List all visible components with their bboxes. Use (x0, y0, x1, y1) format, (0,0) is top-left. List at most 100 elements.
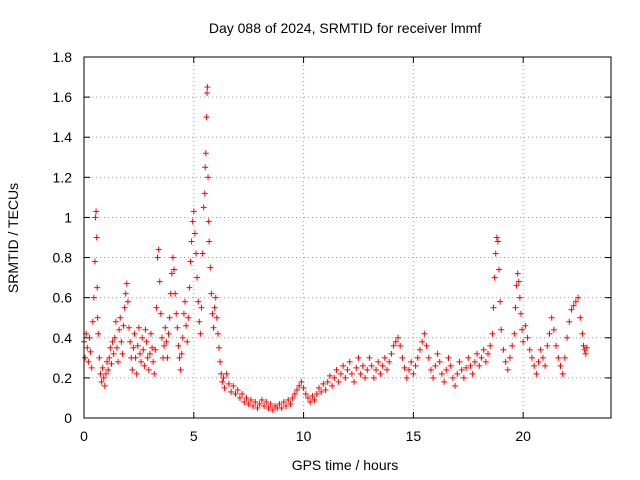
data-point (89, 318, 96, 325)
data-point (480, 346, 487, 353)
data-point (280, 398, 287, 405)
data-point (322, 386, 329, 393)
data-point (298, 378, 305, 385)
data-point (236, 394, 243, 401)
data-point (456, 358, 463, 365)
data-point (537, 346, 544, 353)
data-point (478, 354, 485, 361)
data-point (141, 362, 148, 369)
data-point (344, 366, 351, 373)
data-point (329, 382, 336, 389)
data-point (182, 298, 189, 305)
data-point (258, 396, 265, 403)
data-point (362, 374, 369, 381)
data-point (145, 366, 152, 373)
data-point (112, 318, 119, 325)
data-point (105, 366, 112, 373)
data-point (157, 310, 164, 317)
data-point (232, 390, 239, 397)
data-point (471, 358, 478, 365)
data-point (210, 324, 217, 331)
y-tick-label: 0.4 (53, 330, 73, 346)
data-point (154, 254, 161, 261)
data-point (243, 394, 250, 401)
data-point (184, 338, 191, 345)
data-point (318, 388, 325, 395)
data-point (118, 338, 125, 345)
data-point (579, 330, 586, 337)
y-tick-label: 1.4 (53, 129, 73, 145)
data-point (293, 386, 300, 393)
data-point (101, 382, 108, 389)
data-point (115, 358, 122, 365)
y-tick-label: 1.8 (53, 49, 73, 65)
data-point (494, 238, 501, 245)
data-point (504, 366, 511, 373)
data-point (108, 360, 115, 367)
data-point (177, 366, 184, 373)
data-point (388, 350, 395, 357)
data-point (423, 342, 430, 349)
data-point (403, 374, 410, 381)
x-tick-label: 20 (515, 428, 531, 444)
data-point (129, 366, 136, 373)
data-point (489, 330, 496, 337)
data-point (113, 344, 120, 351)
data-point (309, 392, 316, 399)
data-point (291, 390, 298, 397)
data-point (506, 354, 513, 361)
data-point (225, 380, 232, 387)
gridlines (84, 57, 611, 418)
data-point (333, 366, 340, 373)
data-point (201, 190, 208, 197)
data-point (220, 374, 227, 381)
data-point (512, 304, 519, 311)
data-point (307, 398, 314, 405)
data-point (254, 404, 261, 411)
data-point (568, 306, 575, 313)
data-point (493, 234, 500, 241)
data-point (218, 370, 225, 377)
data-point (104, 358, 111, 365)
data-point (203, 114, 210, 121)
data-point (351, 378, 358, 385)
data-point (324, 378, 331, 385)
data-point (87, 348, 94, 355)
data-point (92, 214, 99, 221)
data-point (188, 238, 195, 245)
y-tick-label: 1.2 (53, 169, 73, 185)
data-point (163, 338, 170, 345)
data-point (427, 366, 434, 373)
data-point (84, 344, 91, 351)
data-point (390, 342, 397, 349)
data-point (384, 366, 391, 373)
data-point (239, 390, 246, 397)
data-point (211, 304, 218, 311)
data-point (401, 364, 408, 371)
data-point (178, 350, 185, 357)
data-point (326, 372, 333, 379)
data-point (548, 314, 555, 321)
data-point (200, 204, 207, 211)
data-point (186, 284, 193, 291)
data-point (583, 344, 590, 351)
data-point (408, 358, 415, 365)
data-point (269, 406, 276, 413)
data-point (166, 314, 173, 321)
data-point (474, 350, 481, 357)
data-point (111, 334, 118, 341)
data-point (216, 344, 223, 351)
data-point (490, 304, 497, 311)
data-point (93, 234, 100, 241)
x-tick-label: 5 (190, 428, 198, 444)
data-point (497, 298, 504, 305)
data-point (98, 378, 105, 385)
data-point (379, 362, 386, 369)
data-point (313, 390, 320, 397)
data-point (212, 294, 219, 301)
data-point (531, 362, 538, 369)
data-point (180, 310, 187, 317)
data-point (130, 344, 137, 351)
data-point (577, 314, 584, 321)
y-tick-label: 0 (64, 410, 72, 426)
